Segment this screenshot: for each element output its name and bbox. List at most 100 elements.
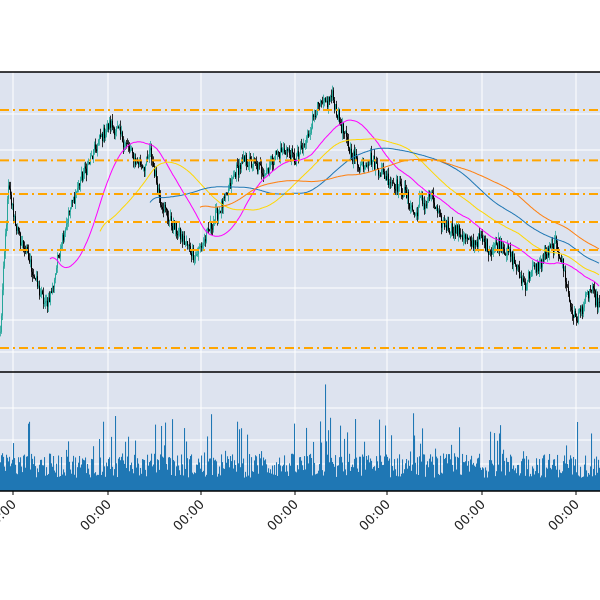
candle-body: [465, 234, 466, 240]
candle-body: [393, 182, 394, 184]
candle-body: [556, 237, 557, 243]
volume-bar: [351, 466, 353, 491]
volume-bar: [284, 455, 286, 491]
volume-bar: [14, 458, 16, 491]
volume-bar: [348, 461, 350, 491]
candle-body: [235, 173, 236, 178]
volume-bar: [529, 476, 531, 491]
volume-bar: [474, 465, 476, 491]
volume-bar: [502, 453, 504, 491]
volume-bar: [438, 473, 440, 491]
volume-bar: [53, 456, 55, 491]
candle-body: [354, 151, 355, 159]
candle-body: [273, 164, 274, 166]
candle-body: [384, 171, 385, 179]
candle-body: [468, 238, 469, 240]
candle-body: [594, 288, 595, 291]
volume-bar: [427, 461, 429, 491]
candle-body: [48, 297, 49, 307]
candle-body: [8, 185, 9, 199]
volume-bar: [195, 473, 197, 491]
volume-bar: [559, 469, 561, 491]
volume-bar: [543, 455, 545, 491]
candle-body: [550, 245, 551, 248]
candle-body: [263, 174, 264, 177]
candle-body: [337, 115, 338, 119]
volume-bar: [5, 470, 7, 491]
volume-bar: [254, 460, 256, 491]
volume-bar: [104, 466, 106, 491]
volume-bar: [276, 462, 278, 491]
candle-body: [571, 306, 572, 311]
volume-bar: [538, 473, 540, 491]
volume-bar: [123, 460, 125, 491]
volume-bar: [120, 460, 122, 491]
candle-body: [342, 123, 343, 134]
volume-bar: [420, 443, 422, 491]
candle-body: [585, 293, 586, 303]
candle-body: [583, 307, 584, 314]
volume-bar: [462, 453, 464, 491]
volume-bar: [209, 458, 211, 491]
candle-body: [37, 276, 38, 287]
candle-body: [28, 250, 29, 260]
candle-body: [147, 156, 148, 158]
candle-body: [255, 161, 256, 164]
volume-bar: [194, 472, 196, 491]
volume-bar: [143, 459, 145, 491]
volume-bar: [365, 469, 367, 491]
volume-bar: [507, 461, 509, 491]
candle-body: [186, 241, 187, 243]
candle-body: [292, 149, 293, 153]
volume-bar: [193, 474, 195, 491]
candle-body: [319, 104, 320, 107]
candle-body: [215, 210, 216, 221]
candle-body: [576, 316, 577, 321]
candle-body: [129, 146, 130, 151]
candle-body: [299, 154, 300, 157]
volume-bar: [32, 458, 34, 491]
volume-bar: [44, 457, 46, 491]
candle-body: [291, 149, 292, 162]
candle-body: [510, 249, 511, 257]
volume-bar: [111, 436, 113, 491]
volume-bar: [398, 476, 400, 491]
volume-bar: [293, 454, 295, 491]
candle-body: [483, 238, 484, 242]
candle-body: [502, 246, 503, 250]
candle-body: [462, 235, 463, 240]
volume-bar: [424, 454, 426, 491]
candle-body: [94, 144, 95, 150]
volume-bar: [380, 455, 382, 491]
moving-average-line: [199, 158, 600, 250]
volume-bar: [304, 456, 306, 491]
volume-bar: [126, 468, 128, 491]
candle-body: [371, 152, 372, 165]
volume-bar: [177, 455, 179, 491]
volume-bar: [498, 464, 500, 491]
volume-bar: [232, 454, 234, 491]
candle-body: [448, 221, 449, 230]
candle-body: [243, 156, 244, 161]
candle-body: [419, 197, 420, 206]
candle-body: [584, 302, 585, 308]
volume-bar: [95, 472, 97, 491]
candle-body: [383, 168, 384, 172]
candle-body: [240, 164, 241, 169]
candle-body: [91, 155, 92, 157]
candle-body: [521, 276, 522, 284]
candle-body: [95, 144, 96, 150]
volume-bar: [115, 416, 117, 491]
volume-bar: [542, 458, 544, 491]
volume-bar: [550, 467, 552, 491]
candle-body: [84, 166, 85, 174]
candle-body: [145, 165, 146, 171]
volume-bar: [525, 475, 527, 491]
volume-bar: [140, 467, 142, 491]
volume-bar: [285, 471, 287, 491]
volume-bar: [206, 474, 208, 491]
candle-body: [411, 205, 412, 208]
volume-bar: [261, 451, 263, 491]
volume-bar: [444, 459, 446, 491]
volume-bar: [534, 474, 536, 491]
